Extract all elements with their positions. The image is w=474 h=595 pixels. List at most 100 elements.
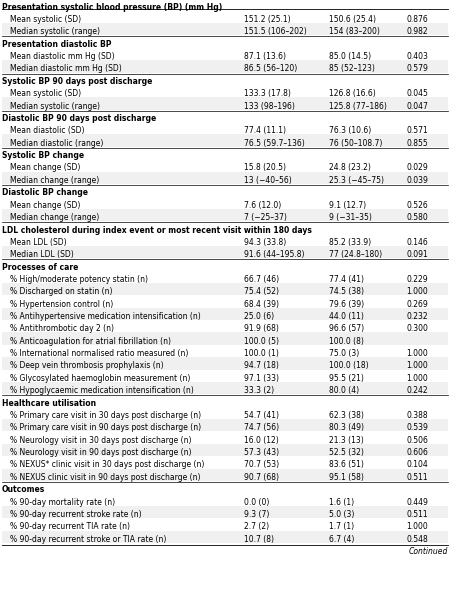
Text: 76.5 (59.7–136): 76.5 (59.7–136) — [244, 139, 305, 148]
Text: % Deep vein thrombosis prophylaxis (n): % Deep vein thrombosis prophylaxis (n) — [10, 361, 164, 371]
Text: 0.511: 0.511 — [407, 510, 428, 519]
Text: 100.0 (8): 100.0 (8) — [329, 337, 365, 346]
Text: 77 (24.8–180): 77 (24.8–180) — [329, 250, 383, 259]
Text: % Neurology visit in 30 days post discharge (n): % Neurology visit in 30 days post discha… — [10, 436, 192, 444]
Text: 75.4 (52): 75.4 (52) — [244, 287, 279, 296]
Text: 1.6 (1): 1.6 (1) — [329, 497, 355, 506]
Text: 85 (52–123): 85 (52–123) — [329, 64, 375, 73]
Text: 91.9 (68): 91.9 (68) — [244, 324, 279, 333]
FancyBboxPatch shape — [2, 382, 448, 394]
Text: 2.7 (2): 2.7 (2) — [244, 522, 269, 531]
Text: 62.3 (38): 62.3 (38) — [329, 411, 365, 420]
Text: 133 (98–196): 133 (98–196) — [244, 102, 295, 111]
Text: 100.0 (5): 100.0 (5) — [244, 337, 279, 346]
Text: 0.232: 0.232 — [407, 312, 428, 321]
Text: 9 (−31–35): 9 (−31–35) — [329, 213, 372, 222]
FancyBboxPatch shape — [2, 333, 448, 345]
FancyBboxPatch shape — [2, 407, 448, 419]
Text: Outcomes: Outcomes — [2, 486, 45, 494]
Text: 1.000: 1.000 — [407, 287, 428, 296]
Text: 16.0 (12): 16.0 (12) — [244, 436, 279, 444]
Text: 0.0 (0): 0.0 (0) — [244, 497, 270, 506]
Text: 133.3 (17.8): 133.3 (17.8) — [244, 89, 291, 98]
Text: % Hypoglycaemic medication intensification (n): % Hypoglycaemic medication intensificati… — [10, 386, 194, 395]
Text: 66.7 (46): 66.7 (46) — [244, 275, 279, 284]
Text: 0.403: 0.403 — [407, 52, 428, 61]
Text: 0.579: 0.579 — [407, 64, 428, 73]
FancyBboxPatch shape — [2, 48, 448, 60]
Text: Mean LDL (SD): Mean LDL (SD) — [10, 237, 67, 247]
Text: 54.7 (41): 54.7 (41) — [244, 411, 279, 420]
Text: Diastolic BP change: Diastolic BP change — [2, 189, 88, 198]
Text: 79.6 (39): 79.6 (39) — [329, 299, 365, 309]
Text: % High/moderate potency statin (n): % High/moderate potency statin (n) — [10, 275, 148, 284]
Text: % International normalised ratio measured (n): % International normalised ratio measure… — [10, 349, 189, 358]
Text: 5.0 (3): 5.0 (3) — [329, 510, 355, 519]
Text: 33.3 (2): 33.3 (2) — [244, 386, 274, 395]
FancyBboxPatch shape — [2, 85, 448, 98]
Text: 91.6 (44–195.8): 91.6 (44–195.8) — [244, 250, 305, 259]
FancyBboxPatch shape — [2, 456, 448, 469]
Text: 94.3 (33.8): 94.3 (33.8) — [244, 237, 286, 247]
Text: 126.8 (16.6): 126.8 (16.6) — [329, 89, 376, 98]
Text: Processes of care: Processes of care — [2, 262, 78, 272]
FancyBboxPatch shape — [2, 431, 448, 444]
Text: 94.7 (18): 94.7 (18) — [244, 361, 279, 371]
FancyBboxPatch shape — [2, 308, 448, 320]
Text: 150.6 (25.4): 150.6 (25.4) — [329, 15, 376, 24]
Text: 9.3 (7): 9.3 (7) — [244, 510, 270, 519]
Text: 0.876: 0.876 — [407, 15, 428, 24]
Text: 0.300: 0.300 — [407, 324, 428, 333]
Text: 0.388: 0.388 — [407, 411, 428, 420]
Text: 0.091: 0.091 — [407, 250, 428, 259]
Text: 90.7 (68): 90.7 (68) — [244, 473, 279, 482]
FancyBboxPatch shape — [2, 159, 448, 171]
Text: 21.3 (13): 21.3 (13) — [329, 436, 364, 444]
Text: 1.000: 1.000 — [407, 522, 428, 531]
Text: 86.5 (56–120): 86.5 (56–120) — [244, 64, 297, 73]
Text: % 90-day recurrent TIA rate (n): % 90-day recurrent TIA rate (n) — [10, 522, 130, 531]
Text: 95.1 (58): 95.1 (58) — [329, 473, 365, 482]
Text: 151.5 (106–202): 151.5 (106–202) — [244, 27, 307, 36]
Text: 0.580: 0.580 — [407, 213, 428, 222]
Text: Median diastolic (range): Median diastolic (range) — [10, 139, 104, 148]
Text: Median LDL (SD): Median LDL (SD) — [10, 250, 74, 259]
Text: 25.3 (−45–75): 25.3 (−45–75) — [329, 176, 384, 185]
Text: 0.982: 0.982 — [407, 27, 428, 36]
Text: Presentation systolic blood pressure (BP) (mm Hg): Presentation systolic blood pressure (BP… — [2, 3, 222, 12]
Text: % Antithrombotic day 2 (n): % Antithrombotic day 2 (n) — [10, 324, 114, 333]
Text: 0.526: 0.526 — [407, 201, 428, 209]
Text: 9.1 (12.7): 9.1 (12.7) — [329, 201, 366, 209]
Text: 10.7 (8): 10.7 (8) — [244, 535, 274, 544]
Text: 52.5 (32): 52.5 (32) — [329, 448, 365, 457]
Text: LDL cholesterol during index event or most recent visit within 180 days: LDL cholesterol during index event or mo… — [2, 226, 312, 234]
Text: Median change (range): Median change (range) — [10, 176, 100, 185]
Text: 0.146: 0.146 — [407, 237, 428, 247]
Text: 74.7 (56): 74.7 (56) — [244, 423, 279, 433]
Text: Mean change (SD): Mean change (SD) — [10, 164, 81, 173]
Text: % Discharged on statin (n): % Discharged on statin (n) — [10, 287, 113, 296]
Text: 75.0 (3): 75.0 (3) — [329, 349, 360, 358]
Text: 80.0 (4): 80.0 (4) — [329, 386, 360, 395]
Text: % Anticoagulation for atrial fibrillation (n): % Anticoagulation for atrial fibrillatio… — [10, 337, 172, 346]
Text: 70.7 (53): 70.7 (53) — [244, 461, 279, 469]
Text: 0.539: 0.539 — [407, 423, 428, 433]
Text: 1.000: 1.000 — [407, 361, 428, 371]
Text: 0.242: 0.242 — [407, 386, 428, 395]
Text: 0.855: 0.855 — [407, 139, 428, 148]
FancyBboxPatch shape — [2, 295, 448, 308]
Text: 85.2 (33.9): 85.2 (33.9) — [329, 237, 372, 247]
Text: 0.511: 0.511 — [407, 473, 428, 482]
Text: 25.0 (6): 25.0 (6) — [244, 312, 274, 321]
FancyBboxPatch shape — [2, 233, 448, 246]
Text: Continued: Continued — [409, 547, 448, 556]
FancyBboxPatch shape — [2, 196, 448, 209]
Text: 76 (50–108.7): 76 (50–108.7) — [329, 139, 383, 148]
FancyBboxPatch shape — [2, 345, 448, 357]
Text: 0.449: 0.449 — [407, 497, 428, 506]
Text: 13 (−40–56): 13 (−40–56) — [244, 176, 292, 185]
Text: % Neurology visit in 90 days post discharge (n): % Neurology visit in 90 days post discha… — [10, 448, 192, 457]
FancyBboxPatch shape — [2, 134, 448, 147]
Text: % Antihypertensive medication intensification (n): % Antihypertensive medication intensific… — [10, 312, 201, 321]
Text: 95.5 (21): 95.5 (21) — [329, 374, 365, 383]
